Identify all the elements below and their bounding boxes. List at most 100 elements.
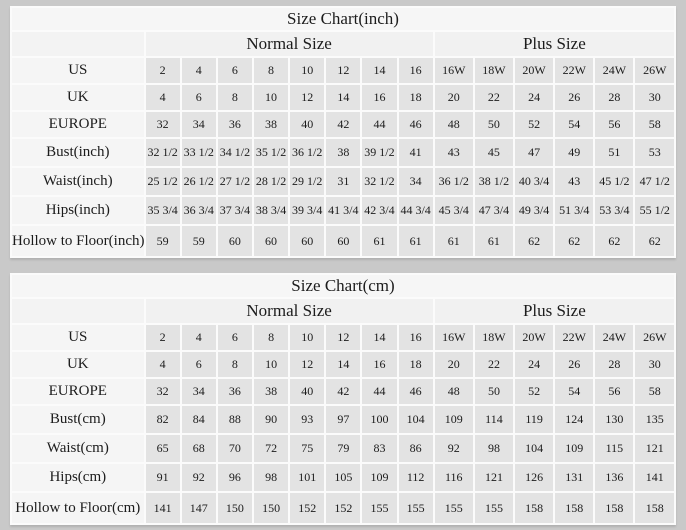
size-cell: 12 <box>326 325 361 350</box>
size-cell: 60 <box>326 226 361 256</box>
size-cell: 150 <box>254 493 289 523</box>
size-cell: 24 <box>515 85 554 110</box>
size-cell: 18W <box>474 58 513 83</box>
row-label: Hips(cm) <box>12 464 144 491</box>
size-cell: 136 <box>595 464 634 491</box>
row-label: Waist(cm) <box>12 435 144 462</box>
size-cell: 14 <box>362 58 397 83</box>
size-cell: 38 <box>254 379 289 404</box>
size-cell: 114 <box>474 406 514 433</box>
size-cell: 4 <box>145 352 180 377</box>
size-cell: 24W <box>595 58 634 83</box>
group-header-plus-size: Plus Size <box>434 299 674 323</box>
size-cell: 22 <box>474 85 513 110</box>
size-cell: 8 <box>217 85 252 110</box>
size-cell: 49 3/4 <box>515 197 554 224</box>
size-cell: 30 <box>635 352 674 377</box>
size-cell: 54 <box>555 112 594 137</box>
size-cell: 131 <box>555 464 594 491</box>
size-chart-cm-section: Size Chart(cm) Normal Size Plus Size US 2… <box>10 273 676 525</box>
size-cell: 40 <box>290 379 325 404</box>
corner-cell <box>12 299 144 323</box>
size-cell: 55 1/2 <box>635 197 674 224</box>
size-cell: 18 <box>398 352 433 377</box>
size-cell: 48 <box>434 379 473 404</box>
size-cell: 155 <box>474 493 514 523</box>
size-cell: 124 <box>555 406 594 433</box>
size-cell: 62 <box>555 226 594 256</box>
size-cell: 12 <box>290 352 325 377</box>
size-cell: 155 <box>362 493 397 523</box>
size-cell: 100 <box>362 406 397 433</box>
size-cell: 115 <box>595 435 634 462</box>
size-cell: 88 <box>217 406 252 433</box>
size-cell: 51 3/4 <box>555 197 594 224</box>
row-label: EUROPE <box>12 112 144 137</box>
size-cell: 46 <box>398 379 433 404</box>
size-cell: 10 <box>254 352 289 377</box>
size-cell: 26W <box>635 325 674 350</box>
size-cell: 44 <box>362 379 397 404</box>
size-cell: 14 <box>326 352 361 377</box>
table-row-europe: EUROPE 32 34 36 38 40 42 44 46 48 50 52 54 56 58 <box>12 379 674 404</box>
size-cell: 61 <box>398 226 433 256</box>
size-cell: 39 1/2 <box>362 139 397 166</box>
size-cell: 58 <box>635 379 674 404</box>
size-cell: 26 <box>555 85 594 110</box>
table-row-waist-inch: Waist(inch) 25 1/2 26 1/2 27 1/2 28 1/2 29 1/… <box>12 168 674 195</box>
size-cell: 92 <box>434 435 473 462</box>
size-cell: 6 <box>217 58 252 83</box>
size-cell: 32 1/2 <box>145 139 180 166</box>
size-cell: 75 <box>290 435 325 462</box>
size-cell: 26 <box>555 352 594 377</box>
size-cell: 158 <box>515 493 554 523</box>
size-cell: 34 1/2 <box>217 139 252 166</box>
size-cell: 51 <box>595 139 634 166</box>
size-cell: 141 <box>145 493 180 523</box>
size-cell: 12 <box>326 58 361 83</box>
size-cell: 147 <box>181 493 216 523</box>
size-cell: 86 <box>398 435 433 462</box>
size-cell: 32 <box>145 379 180 404</box>
size-cell: 34 <box>181 112 216 137</box>
size-cell: 45 <box>474 139 513 166</box>
size-cell: 41 <box>398 139 433 166</box>
size-cell: 158 <box>635 493 674 523</box>
size-cell: 62 <box>635 226 674 256</box>
size-cell: 16W <box>434 58 473 83</box>
size-cell: 31 <box>326 168 361 195</box>
size-cell: 36 <box>217 379 252 404</box>
size-cell: 62 <box>595 226 634 256</box>
size-cell: 150 <box>217 493 252 523</box>
size-cell: 58 <box>635 112 674 137</box>
size-cell: 26 1/2 <box>181 168 216 195</box>
size-cell: 4 <box>181 325 216 350</box>
row-label: US <box>12 325 144 350</box>
size-cell: 20W <box>515 325 554 350</box>
size-cell: 40 <box>290 112 325 137</box>
size-cell: 35 1/2 <box>253 139 289 166</box>
size-cell: 48 <box>434 112 473 137</box>
size-cell: 32 1/2 <box>362 168 397 195</box>
size-cell: 39 3/4 <box>290 197 325 224</box>
row-label: Bust(cm) <box>12 406 144 433</box>
size-cell: 28 <box>595 352 634 377</box>
size-cell: 109 <box>434 406 473 433</box>
size-cell: 65 <box>145 435 180 462</box>
size-cell: 60 <box>290 226 325 256</box>
size-cell: 155 <box>434 493 473 523</box>
row-label: Hollow to Floor(inch) <box>12 226 144 256</box>
size-cell: 98 <box>474 435 514 462</box>
size-cell: 16 <box>362 85 397 110</box>
size-chart-inch-table: Size Chart(inch) Normal Size Plus Size U… <box>10 6 676 258</box>
size-cell: 18W <box>474 325 514 350</box>
size-cell: 61 <box>434 226 473 256</box>
size-cell: 158 <box>595 493 634 523</box>
table-row-bust-cm: Bust(cm) 82 84 88 90 93 97 100 104 109 114 119 124 13… <box>12 406 674 433</box>
size-cell: 50 <box>474 112 513 137</box>
size-cell: 29 1/2 <box>290 168 325 195</box>
size-cell: 43 <box>555 168 594 195</box>
size-cell: 28 1/2 <box>253 168 289 195</box>
size-cell: 41 3/4 <box>326 197 361 224</box>
